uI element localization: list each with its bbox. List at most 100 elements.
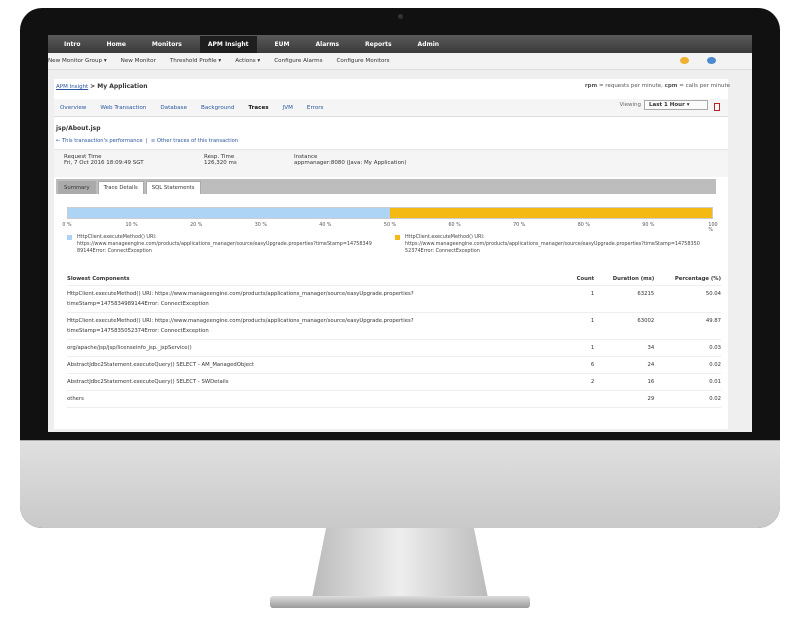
- subtab-trace-details[interactable]: Trace Details: [97, 181, 144, 194]
- tab-traces[interactable]: Traces: [248, 104, 269, 111]
- nav-alarms[interactable]: Alarms: [315, 40, 340, 48]
- bar-tick: 60 %: [448, 223, 461, 228]
- table-cell: [568, 390, 595, 408]
- monitor-stand: [312, 528, 488, 598]
- table-cell: HttpClient.executeMethod() URI: https://…: [67, 312, 569, 340]
- breadcrumb: APM Insight > My Application: [56, 83, 148, 90]
- help-icon[interactable]: [707, 57, 716, 64]
- legend-swatch: [67, 235, 72, 240]
- table-cell: 63002: [594, 312, 655, 340]
- legend-line: https://www.manageengine.com/products/ap…: [405, 241, 700, 247]
- breadcrumb-current: > My Application: [90, 83, 148, 90]
- bar-legend-item: HttpClient.executeMethod() URI: https://w…: [67, 234, 387, 255]
- tab-database[interactable]: Database: [160, 104, 188, 111]
- bar-tick: 20 %: [190, 223, 203, 228]
- viewing-select[interactable]: Last 1 Hour ▾: [644, 100, 708, 110]
- bar-legend-item: HttpClient.executeMethod() URI: https://w…: [395, 234, 715, 255]
- table-cell: 34: [594, 339, 655, 357]
- bar-tick: 50 %: [383, 223, 397, 228]
- table-cell: 6: [568, 356, 595, 374]
- table-row: AbstractJdbc2Statement.executeQuery() SE…: [67, 356, 721, 374]
- table-row: others 29 0.02: [67, 390, 721, 408]
- table-cell: 0.02: [654, 390, 721, 408]
- legend: rpm = requests per minute, cpm = calls p…: [584, 83, 730, 89]
- table-cell: HttpClient.executeMethod() URI: https://…: [67, 285, 569, 313]
- tab-web-transaction[interactable]: Web Transaction: [100, 104, 147, 111]
- bar-segment: [68, 208, 391, 218]
- column-header: Duration (ms): [594, 273, 655, 286]
- table-cell: 1: [568, 312, 595, 340]
- other-traces-link[interactable]: Other traces of this transaction: [156, 138, 239, 144]
- bar-tick: 100 %: [708, 223, 718, 233]
- nav-eum[interactable]: EUM: [274, 40, 290, 48]
- table-cell: org/apache/jsp/jsp/licenseinfo_jsp._jspS…: [67, 339, 569, 357]
- performance-link[interactable]: This transaction's performance: [62, 138, 143, 144]
- table-cell: 0.01: [654, 373, 721, 391]
- main-panel: APM Insight > My Application rpm = reque…: [54, 79, 730, 429]
- table-cell: 0.02: [654, 356, 721, 374]
- legend-swatch: [395, 235, 400, 240]
- tab-overview[interactable]: Overview: [60, 104, 87, 111]
- breadcrumb-link[interactable]: APM Insight: [56, 84, 89, 90]
- tab-errors[interactable]: Errors: [306, 104, 324, 111]
- top-nav: Intro Home Monitors APM Insight EUM Alarms Rep…: [48, 35, 752, 53]
- table-cell: 24: [594, 356, 655, 374]
- viewing-label: Viewing: [619, 102, 641, 108]
- table-cell: 29: [594, 390, 655, 408]
- transaction-path: jsp/About.jsp: [56, 125, 101, 132]
- subnav-item[interactable]: Configure Alarms: [274, 58, 323, 64]
- subnav-item[interactable]: Actions ▾: [235, 58, 261, 64]
- table-row: HttpClient.executeMethod() URI: https://…: [67, 285, 721, 313]
- viewing: Viewing Last 1 Hour ▾: [619, 100, 708, 110]
- subnav-item[interactable]: Threshold Profile ▾: [169, 58, 222, 64]
- percentage-bar: [67, 207, 713, 219]
- nav-intro[interactable]: Intro: [64, 40, 81, 48]
- legend-line: 52374Error: ConnectException: [405, 248, 480, 254]
- subtab-sql-statements[interactable]: SQL Statements: [145, 181, 201, 194]
- table-cell: 0.03: [654, 339, 721, 357]
- trace-links: ← This transaction's performance | ≡ Oth…: [56, 138, 239, 144]
- bar-tick: 10 %: [125, 223, 138, 228]
- bar-tick: 40 %: [319, 223, 332, 228]
- tab-jvm[interactable]: JVM: [282, 104, 293, 111]
- legend-line: HttpClient.executeMethod() URI:: [405, 234, 485, 240]
- table-row: HttpClient.executeMethod() URI: https://…: [67, 312, 721, 340]
- slowest-components-table: Slowest Components Count Duration (ms) Perc…: [67, 273, 721, 408]
- camera: [398, 14, 403, 19]
- table-header: Slowest Components Count Duration (ms) Perc…: [67, 273, 721, 286]
- nav-apm-insight[interactable]: APM Insight: [199, 35, 257, 53]
- subnav-item[interactable]: New Monitor Group ▾: [48, 58, 107, 64]
- nav-monitors[interactable]: Monitors: [151, 40, 182, 48]
- tab-background[interactable]: Background: [201, 104, 235, 111]
- nav-admin[interactable]: Admin: [417, 40, 440, 48]
- column-header: Percentage (%): [654, 273, 721, 286]
- status-icon[interactable]: [680, 57, 689, 64]
- table-row: AbstractJdbc2Statement.executeQuery() SE…: [67, 373, 721, 391]
- nav-reports[interactable]: Reports: [365, 40, 392, 48]
- subnav-item[interactable]: New Monitor: [120, 58, 156, 64]
- tab-bar: Overview Web Transaction Database Backgroun…: [54, 99, 728, 117]
- table-cell: 16: [594, 373, 655, 391]
- screen: Intro Home Monitors APM Insight EUM Alarms Rep…: [48, 35, 752, 432]
- summary-tabs: Summary Trace Details SQL Statements: [56, 179, 716, 194]
- table-cell: 50.04: [654, 285, 721, 313]
- bar-tick: 70 %: [513, 223, 526, 228]
- bar-segment: [390, 208, 712, 218]
- column-header: Slowest Components: [67, 273, 569, 286]
- sub-nav: New Monitor Group ▾ New Monitor Threshold …: [48, 53, 752, 70]
- bar-tick: 80 %: [577, 223, 590, 228]
- legend-line: https://www.manageengine.com/products/ap…: [77, 241, 372, 247]
- table-cell: AbstractJdbc2Statement.executeQuery() SE…: [67, 373, 569, 391]
- bar-tick: 30 %: [254, 223, 267, 228]
- bar-tick: 0 %: [62, 223, 72, 228]
- monitor-chin: [20, 440, 780, 528]
- table-cell: 2: [568, 373, 595, 391]
- table-row: org/apache/jsp/jsp/licenseinfo_jsp._jspS…: [67, 339, 721, 357]
- subnav-item[interactable]: Configure Monitors: [336, 58, 390, 64]
- subtab-summary[interactable]: Summary: [58, 181, 96, 194]
- pdf-icon[interactable]: [714, 103, 720, 111]
- bar-ticks: 0 % 10 % 20 % 30 % 40 % 50 % 60 % 70 % 80 % 90 % 1…: [62, 223, 717, 233]
- trace-info: Request Time Fri, 7 Oct 2016 18:09:49 SGT…: [54, 149, 728, 177]
- nav-home[interactable]: Home: [106, 40, 126, 48]
- table-cell: 1: [568, 339, 595, 357]
